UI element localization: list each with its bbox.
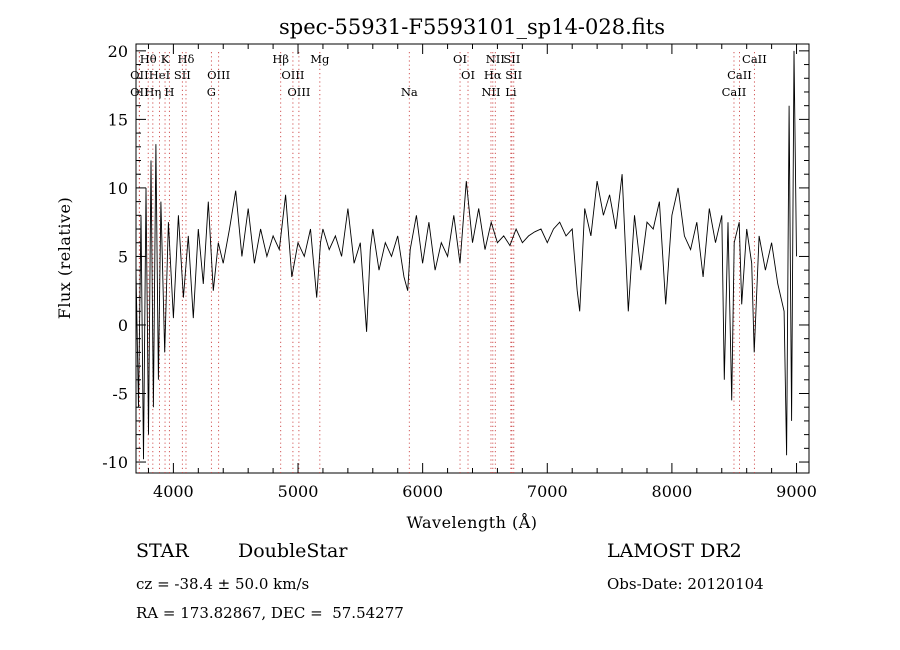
spectral-label-mid: CaII — [727, 68, 752, 82]
spectrum-line — [135, 50, 797, 460]
spectral-label-low: Hη — [144, 85, 161, 99]
y-tick-label: 15 — [108, 110, 128, 129]
spectral-label-top: SII — [503, 52, 520, 66]
y-tick-label: 20 — [108, 42, 128, 61]
x-tick-label: 5000 — [278, 482, 319, 501]
y-tick-label: 5 — [118, 247, 128, 266]
spectral-label-top: OI — [453, 52, 467, 66]
spectral-label-mid: OIII — [281, 68, 304, 82]
spectral-label-low: G — [207, 85, 216, 99]
spectral-label-low: OIII — [287, 85, 310, 99]
spectral-label-mid: HeI — [149, 68, 170, 82]
x-tick-label: 9000 — [776, 482, 817, 501]
y-tick-label: 10 — [108, 179, 128, 198]
spectral-line-markers — [138, 52, 755, 473]
plot-frame — [135, 43, 810, 474]
spectral-label-mid: Hα — [484, 68, 502, 82]
x-tick-label: 6000 — [402, 482, 443, 501]
survey-name: LAMOST DR2 — [607, 540, 742, 562]
y-axis-title: Flux (relative) — [55, 197, 74, 319]
spectral-label-low: CaII — [722, 85, 747, 99]
x-tick-label: 8000 — [652, 482, 693, 501]
spectral-label-mid: OII — [130, 68, 149, 82]
spectral-label-low: Na — [401, 85, 418, 99]
y-tick-label: -10 — [102, 453, 128, 472]
spectral-label-top: Hθ — [140, 52, 157, 66]
spectral-label-low: Li — [505, 85, 517, 99]
spectral-label-mid: SII — [174, 68, 191, 82]
x-tick-label: 4000 — [153, 482, 194, 501]
spectral-label-mid: OIII — [207, 68, 230, 82]
object-class: STAR — [136, 540, 189, 562]
x-axis-title: Wavelength (Å) — [406, 512, 537, 532]
coordinates: RA = 173.82867, DEC = 57.54277 — [136, 604, 404, 622]
spectral-label-mid: OI — [461, 68, 475, 82]
spectral-label-top: Mg — [310, 52, 330, 66]
obs-date: Obs-Date: 20120104 — [607, 575, 764, 593]
spectral-label-top: K — [161, 52, 170, 66]
spectral-label-top: Hβ — [272, 52, 289, 66]
x-tick-label: 7000 — [527, 482, 568, 501]
spectrum-chart: spec-55931-F5593101_sp14-028.fits Hθ K Hδ H… — [55, 15, 817, 532]
y-axis-ticks: -10 -5 0 5 10 15 20 — [102, 42, 809, 472]
spectral-label-low: NII — [481, 85, 500, 99]
y-tick-label: -5 — [112, 385, 128, 404]
y-tick-label: 0 — [118, 316, 128, 335]
chart-title: spec-55931-F5593101_sp14-028.fits — [279, 15, 665, 39]
spectral-label-mid: SII — [505, 68, 522, 82]
redshift-text: cz = -38.4 ± 50.0 km/s — [136, 575, 310, 593]
spectral-label-top: NII — [486, 52, 505, 66]
spectral-label-top: Hδ — [177, 52, 194, 66]
x-axis-ticks: 4000 5000 6000 7000 8000 9000 — [147, 44, 817, 501]
spectral-label-top: CaII — [742, 52, 767, 66]
spectral-label-low: H — [164, 85, 174, 99]
object-subclass: DoubleStar — [238, 540, 348, 562]
